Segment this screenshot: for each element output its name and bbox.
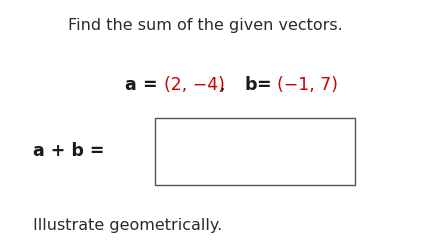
Text: ,: , [220, 76, 226, 93]
Text: Find the sum of the given vectors.: Find the sum of the given vectors. [68, 18, 342, 33]
Text: =: = [137, 76, 164, 93]
Text: (2, −4): (2, −4) [164, 76, 225, 93]
Text: Illustrate geometrically.: Illustrate geometrically. [33, 218, 222, 233]
Text: (−1, 7): (−1, 7) [277, 76, 338, 93]
Text: a + b =: a + b = [33, 142, 104, 160]
Text: a: a [124, 76, 136, 93]
Text: =: = [251, 76, 277, 93]
Text: b: b [227, 76, 257, 93]
